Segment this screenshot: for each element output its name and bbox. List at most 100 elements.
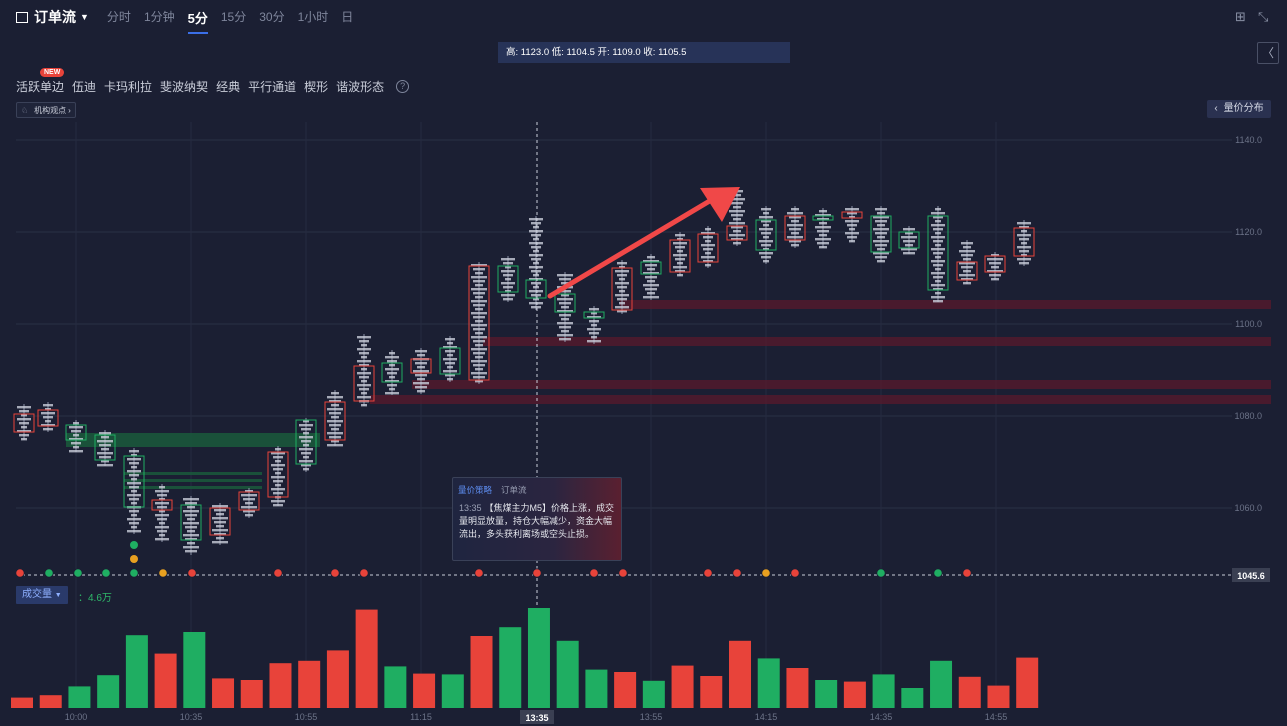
order-flow-cell	[359, 340, 369, 343]
order-flow-cell	[131, 478, 137, 481]
order-flow-cell	[673, 266, 687, 269]
order-flow-cell	[127, 494, 141, 497]
order-flow-cell	[129, 510, 139, 513]
tool-classic[interactable]: 经典	[216, 80, 241, 94]
grid-layout-icon[interactable]: ⊞	[1235, 9, 1246, 24]
tool-harmonic[interactable]: 谐波形态	[336, 80, 385, 94]
event-marker-icon	[15, 568, 25, 578]
order-flow-cell	[617, 298, 627, 301]
volume-bar	[68, 686, 91, 708]
order-flow-cell	[591, 312, 597, 315]
order-flow-cell	[473, 292, 485, 295]
order-flow-cell	[645, 276, 657, 279]
order-flow-cell	[933, 240, 943, 243]
period-tab-1hour[interactable]: 1小时	[297, 9, 329, 24]
order-flow-cell	[531, 222, 541, 225]
order-flow-cell	[214, 521, 226, 524]
order-flow-cell	[41, 424, 55, 427]
volume-bar	[470, 636, 493, 708]
period-tab-30min[interactable]: 30分	[259, 9, 285, 24]
order-flow-cell	[791, 232, 799, 235]
volume-bar	[872, 674, 895, 708]
period-tab-15min[interactable]: 15分	[220, 9, 247, 24]
order-flow-cell	[729, 222, 745, 225]
order-flow-cell	[303, 432, 309, 435]
order-flow-cell	[187, 542, 195, 545]
order-flow-cell	[216, 525, 224, 528]
order-flow-cell	[931, 284, 945, 287]
order-flow-cell	[559, 290, 571, 293]
order-flow-cell	[705, 252, 711, 255]
popup-tab-strategy[interactable]: 量价策略	[458, 485, 493, 495]
volume-indicator-selector[interactable]: 成交量 ▼	[16, 586, 68, 604]
order-flow-cell	[299, 460, 313, 463]
order-flow-cell	[413, 382, 429, 385]
candle-body	[984, 255, 1006, 273]
price-tick-label: 1080.0	[1234, 411, 1262, 421]
event-marker-icon	[703, 568, 713, 578]
tool-fibonacci[interactable]: 斐波纳契	[160, 80, 209, 94]
order-flow-cell	[214, 533, 226, 536]
popup-tab-orderflow[interactable]: 订单流	[501, 485, 527, 495]
order-flow-cell	[817, 218, 829, 221]
order-flow-cell	[815, 214, 831, 217]
order-flow-cell	[241, 494, 257, 497]
order-flow-cell	[873, 240, 889, 243]
order-flow-cell	[703, 260, 713, 263]
order-flow-cell	[819, 210, 827, 213]
candle-body	[37, 409, 59, 427]
shrink-icon[interactable]: ⤡	[1258, 9, 1269, 24]
order-flow-cell	[529, 230, 543, 233]
candle-body	[468, 265, 490, 381]
volume-bar	[384, 666, 407, 708]
institution-view-button[interactable]: ♘ 机构观点 ›	[16, 102, 76, 118]
order-flow-cell	[127, 482, 141, 485]
order-flow-cell	[817, 242, 829, 245]
order-flow-cell	[157, 518, 167, 521]
order-flow-cell	[529, 242, 543, 245]
order-flow-cell	[445, 338, 455, 341]
candle-body	[439, 347, 461, 375]
order-flow-cell	[931, 224, 945, 227]
period-tab-5min[interactable]: 5分	[187, 6, 209, 34]
tool-wedge[interactable]: 楔形	[304, 80, 329, 94]
event-marker-icon	[101, 568, 111, 578]
order-flow-cell	[185, 550, 197, 553]
volume-bar	[298, 660, 321, 708]
order-flow-cell	[17, 430, 31, 433]
price-tick-label: 1060.0	[1234, 503, 1262, 513]
period-tab-fenshi[interactable]: 分时	[106, 9, 131, 24]
order-flow-cell	[643, 284, 659, 287]
order-flow-cell	[845, 232, 859, 235]
help-icon[interactable]: ?	[396, 80, 410, 93]
order-flow-cell	[933, 228, 943, 231]
period-tab-1min[interactable]: 1分钟	[143, 9, 175, 24]
order-flow-cell	[273, 492, 283, 495]
order-flow-cell	[759, 240, 773, 243]
order-flow-cell	[677, 238, 683, 241]
order-flow-cell	[473, 280, 485, 283]
order-flow-cell	[1017, 258, 1031, 261]
order-flow-cell	[101, 460, 109, 463]
period-tab-day[interactable]: 日	[341, 9, 354, 24]
order-flow-cell	[787, 224, 803, 227]
tool-active-single[interactable]: 活跃单边 NEW	[16, 68, 65, 95]
tool-parallel-channel[interactable]: 平行通道	[248, 80, 297, 94]
order-flow-cell	[561, 306, 569, 309]
order-flow-cell	[963, 258, 971, 261]
volume-profile-button[interactable]: ‹ 量价分布	[1207, 100, 1271, 118]
tool-woodie[interactable]: 伍迪	[72, 80, 97, 94]
tool-camarilla[interactable]: 卡玛利拉	[104, 80, 153, 94]
volume-bar	[11, 697, 33, 708]
order-flow-cell	[413, 358, 429, 361]
order-flow-cell	[473, 352, 485, 355]
order-flow-cell	[733, 194, 741, 197]
collapse-panel-button[interactable]: 〈	[1257, 42, 1279, 64]
chart-type-selector[interactable]: 订单流 ▼	[16, 7, 89, 27]
order-flow-cell	[212, 517, 228, 520]
order-flow-cell	[501, 294, 515, 297]
order-flow-cell	[159, 534, 165, 537]
order-flow-cell	[561, 330, 569, 333]
time-tick-label: 14:35	[870, 712, 893, 722]
